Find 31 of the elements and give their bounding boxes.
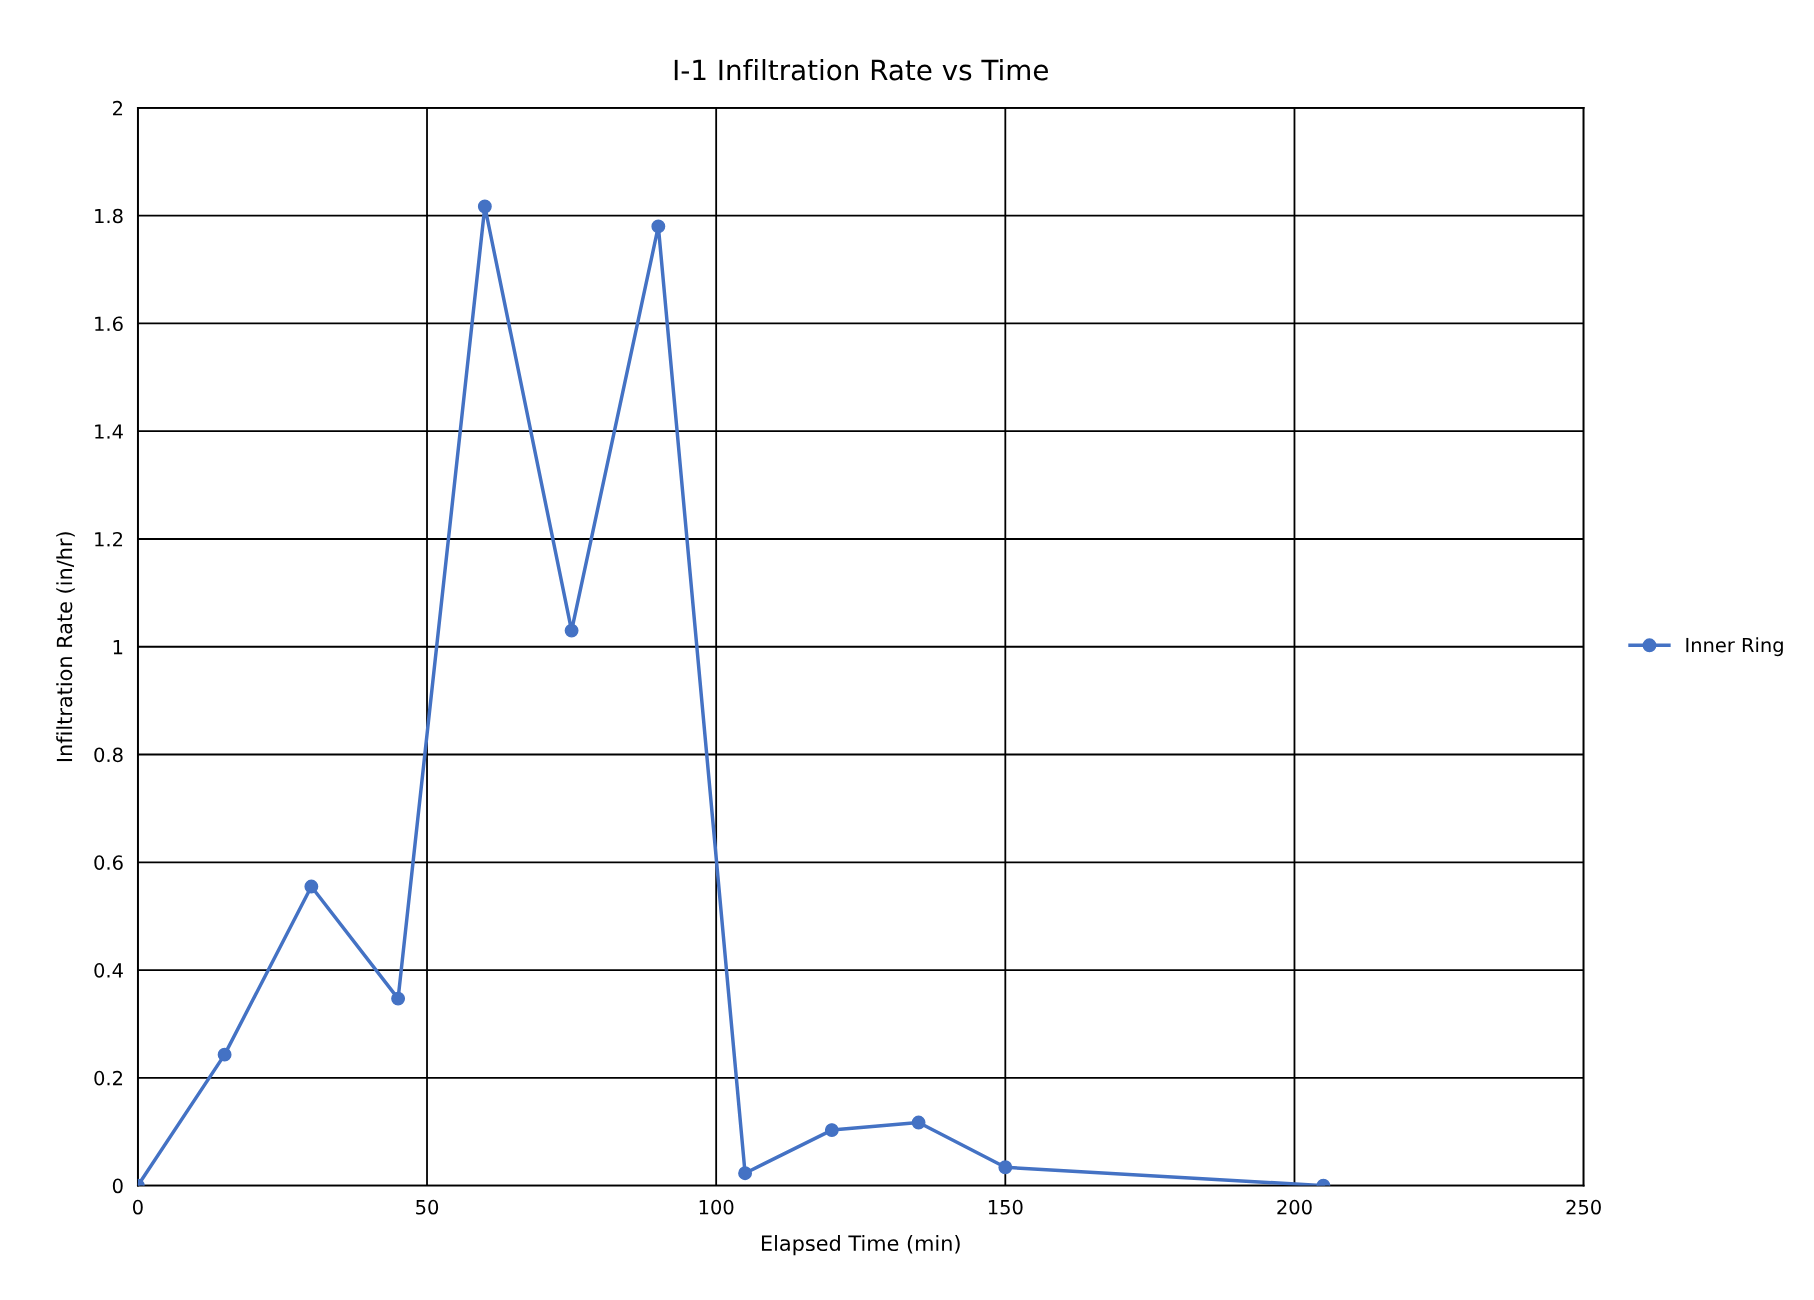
y-axis-title: Infiltration Rate (in/hr) [56, 532, 75, 762]
point [564, 623, 579, 638]
point [651, 219, 666, 234]
point [911, 1115, 926, 1130]
x-tick-label: 250 [1566, 1199, 1601, 1215]
x-tick-label: 50 [416, 1199, 439, 1215]
x-tick-label: 200 [1277, 1199, 1312, 1215]
x-axis-title: Elapsed Time (min) [761, 1234, 960, 1256]
point [824, 1123, 839, 1138]
x-tick-label: 100 [699, 1199, 734, 1215]
y-tick-label: 1 [113, 639, 123, 655]
y-tick-label: 1.2 [95, 531, 123, 547]
y-tick-label: 1.8 [95, 208, 123, 224]
point [738, 1166, 753, 1181]
y-tick-label: 0.2 [94, 1070, 123, 1086]
point [217, 1047, 232, 1062]
y-tick-label: 1.6 [95, 316, 123, 332]
y-tick-label: 2 [113, 100, 123, 116]
x-tick-label: 150 [988, 1199, 1023, 1215]
y-tick-label: 0.6 [94, 855, 123, 870]
chart-title: I-1 Infiltration Rate vs Time [674, 59, 1048, 81]
point [391, 991, 406, 1006]
point [477, 199, 492, 214]
y-tick-label: 0.4 [94, 963, 123, 978]
y-tick-label: 0.8 [94, 747, 123, 763]
y-tick-label: 0 [112, 1178, 123, 1194]
y-tick-label: 1.4 [95, 424, 123, 439]
point [304, 879, 319, 894]
point [998, 1160, 1013, 1175]
x-tick-label: 0 [132, 1199, 143, 1215]
legend-label: Inner Ring [1686, 637, 1783, 657]
